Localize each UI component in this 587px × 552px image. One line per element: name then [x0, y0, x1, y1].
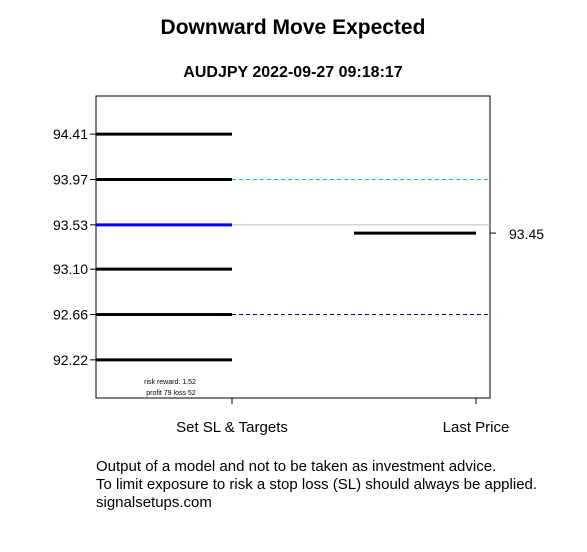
reference-lines [96, 178, 490, 316]
plot-frame [95, 95, 491, 399]
y-tick-label-1: 93.97 [53, 171, 88, 187]
disclaimer-line-2: To limit exposure to risk a stop loss (S… [96, 476, 538, 493]
x-tick-label-1: Last Price [443, 419, 510, 436]
y-tick-label-0: 94.41 [53, 126, 88, 142]
y-tick-label-4: 92.66 [53, 307, 88, 323]
x-axis: Set SL & Targets Last Price [176, 398, 509, 436]
chart-title: Downward Move Expected [161, 16, 426, 39]
website-link-text: signalsetups.com [96, 494, 212, 511]
annotation-risk-reward: risk reward: 1.52 [144, 379, 196, 386]
level-lines [96, 132, 232, 362]
last-price-label: 93.45 [509, 226, 544, 242]
x-tick-label-0: Set SL & Targets [176, 419, 288, 436]
disclaimer-line-1: Output of a model and not to be taken as… [96, 458, 497, 475]
y-axis: 94.41 93.97 93.53 93.10 92.66 92.22 [53, 126, 96, 368]
annotation-profit-loss: profit 79 loss 52 [146, 390, 196, 397]
last-price-group: 93.45 [354, 226, 544, 242]
y-tick-label-2: 93.53 [53, 217, 88, 233]
y-tick-label-3: 93.10 [53, 261, 88, 277]
y-tick-label-5: 92.22 [53, 352, 88, 368]
disclaimer: Output of a model and not to be taken as… [96, 458, 537, 512]
chart-subtitle: AUDJPY 2022-09-27 09:18:17 [183, 64, 403, 81]
chart-svg: Downward Move Expected AUDJPY 2022-09-27… [53, 16, 544, 436]
